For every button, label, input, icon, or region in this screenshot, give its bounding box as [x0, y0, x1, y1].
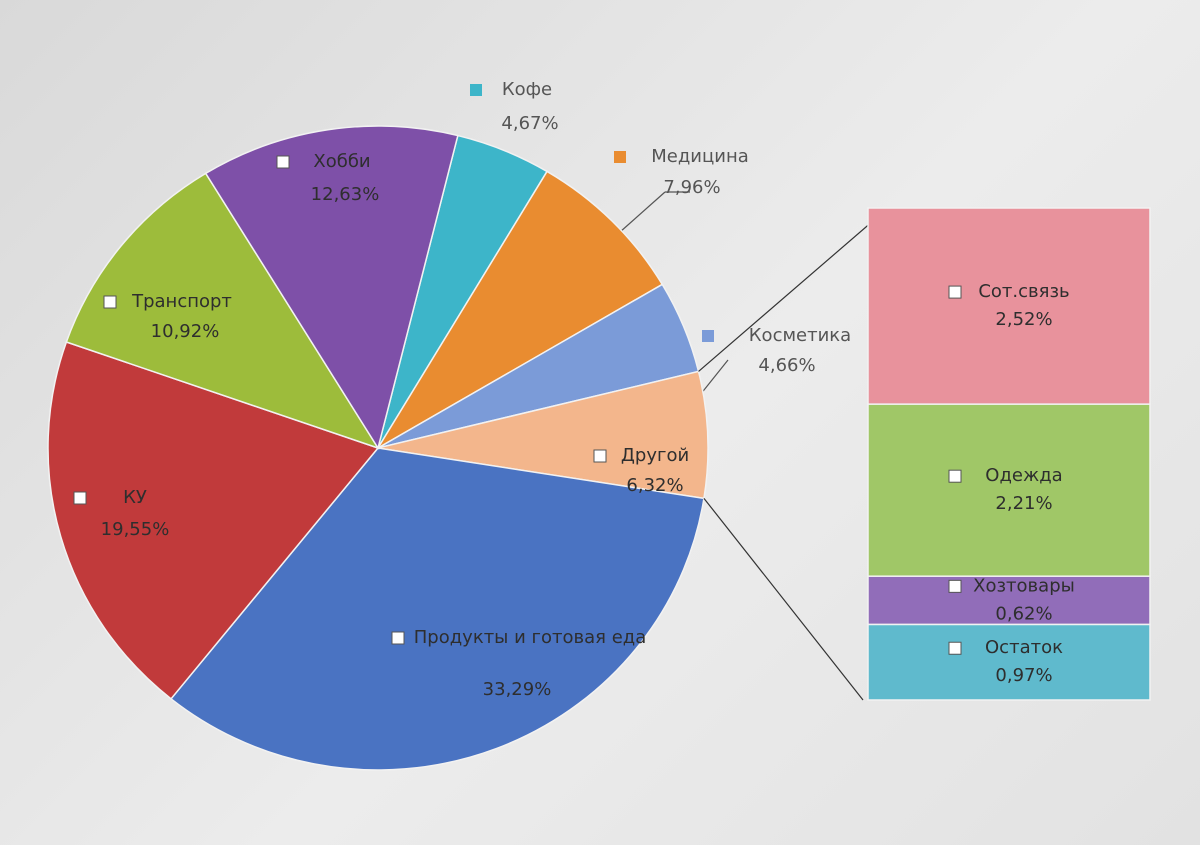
legend-marker: [470, 84, 482, 96]
leader-line: [619, 191, 666, 233]
slice-label: КУ: [123, 487, 147, 508]
pie-slice: [65, 172, 380, 450]
slice-value: 33,29%: [483, 679, 552, 700]
legend-marker: [614, 151, 626, 163]
slice-label: Другой: [621, 445, 689, 466]
bar-segment: [867, 623, 1151, 701]
pie-slice: [204, 125, 459, 450]
slice-value: 19,55%: [101, 519, 170, 540]
pie-slice: [377, 370, 709, 500]
bar-segment: [867, 403, 1151, 577]
legend-marker: [948, 285, 962, 299]
pie-slice: [377, 170, 664, 449]
bar-segment: [867, 575, 1151, 626]
legend-marker: [702, 330, 714, 342]
slice-value: 10,92%: [151, 321, 220, 342]
slice-value: 6,32%: [626, 475, 683, 496]
legend-marker: [948, 469, 962, 483]
pie-slice: [169, 447, 705, 771]
slice-value: 4,66%: [758, 355, 815, 376]
pie-slice: [47, 341, 380, 700]
slice-value: 7,96%: [663, 177, 720, 198]
legend-marker: [948, 641, 962, 655]
slice-label: Хобби: [313, 151, 370, 172]
slice-label: Продукты и готовая еда: [414, 627, 647, 648]
segment-value: 2,52%: [995, 309, 1052, 330]
segment-label: Остаток: [985, 637, 1063, 658]
segment-label: Сот.связь: [978, 281, 1069, 302]
legend-marker: [276, 155, 290, 169]
slice-label: Медицина: [651, 146, 749, 167]
legend-marker: [948, 579, 962, 593]
legend-marker: [73, 491, 87, 505]
legend-marker: [391, 631, 405, 645]
leader-line: [699, 359, 729, 396]
slice-value: 12,63%: [311, 184, 380, 205]
connector: [698, 207, 889, 372]
segment-label: Одежда: [985, 465, 1062, 486]
slice-label: Кофе: [502, 79, 552, 100]
slice-label: Косметика: [749, 325, 851, 346]
legend-marker: [593, 449, 607, 463]
segment-value: 2,21%: [995, 493, 1052, 514]
segment-value: 0,62%: [995, 603, 1052, 624]
segment-value: 0,97%: [995, 665, 1052, 686]
slice-label: Транспорт: [131, 291, 232, 312]
connector: [703, 497, 864, 701]
bar-segment: [867, 207, 1151, 405]
legend-marker: [103, 295, 117, 309]
segment-label: Хозтовары: [973, 575, 1075, 596]
slice-value: 4,67%: [501, 113, 558, 134]
